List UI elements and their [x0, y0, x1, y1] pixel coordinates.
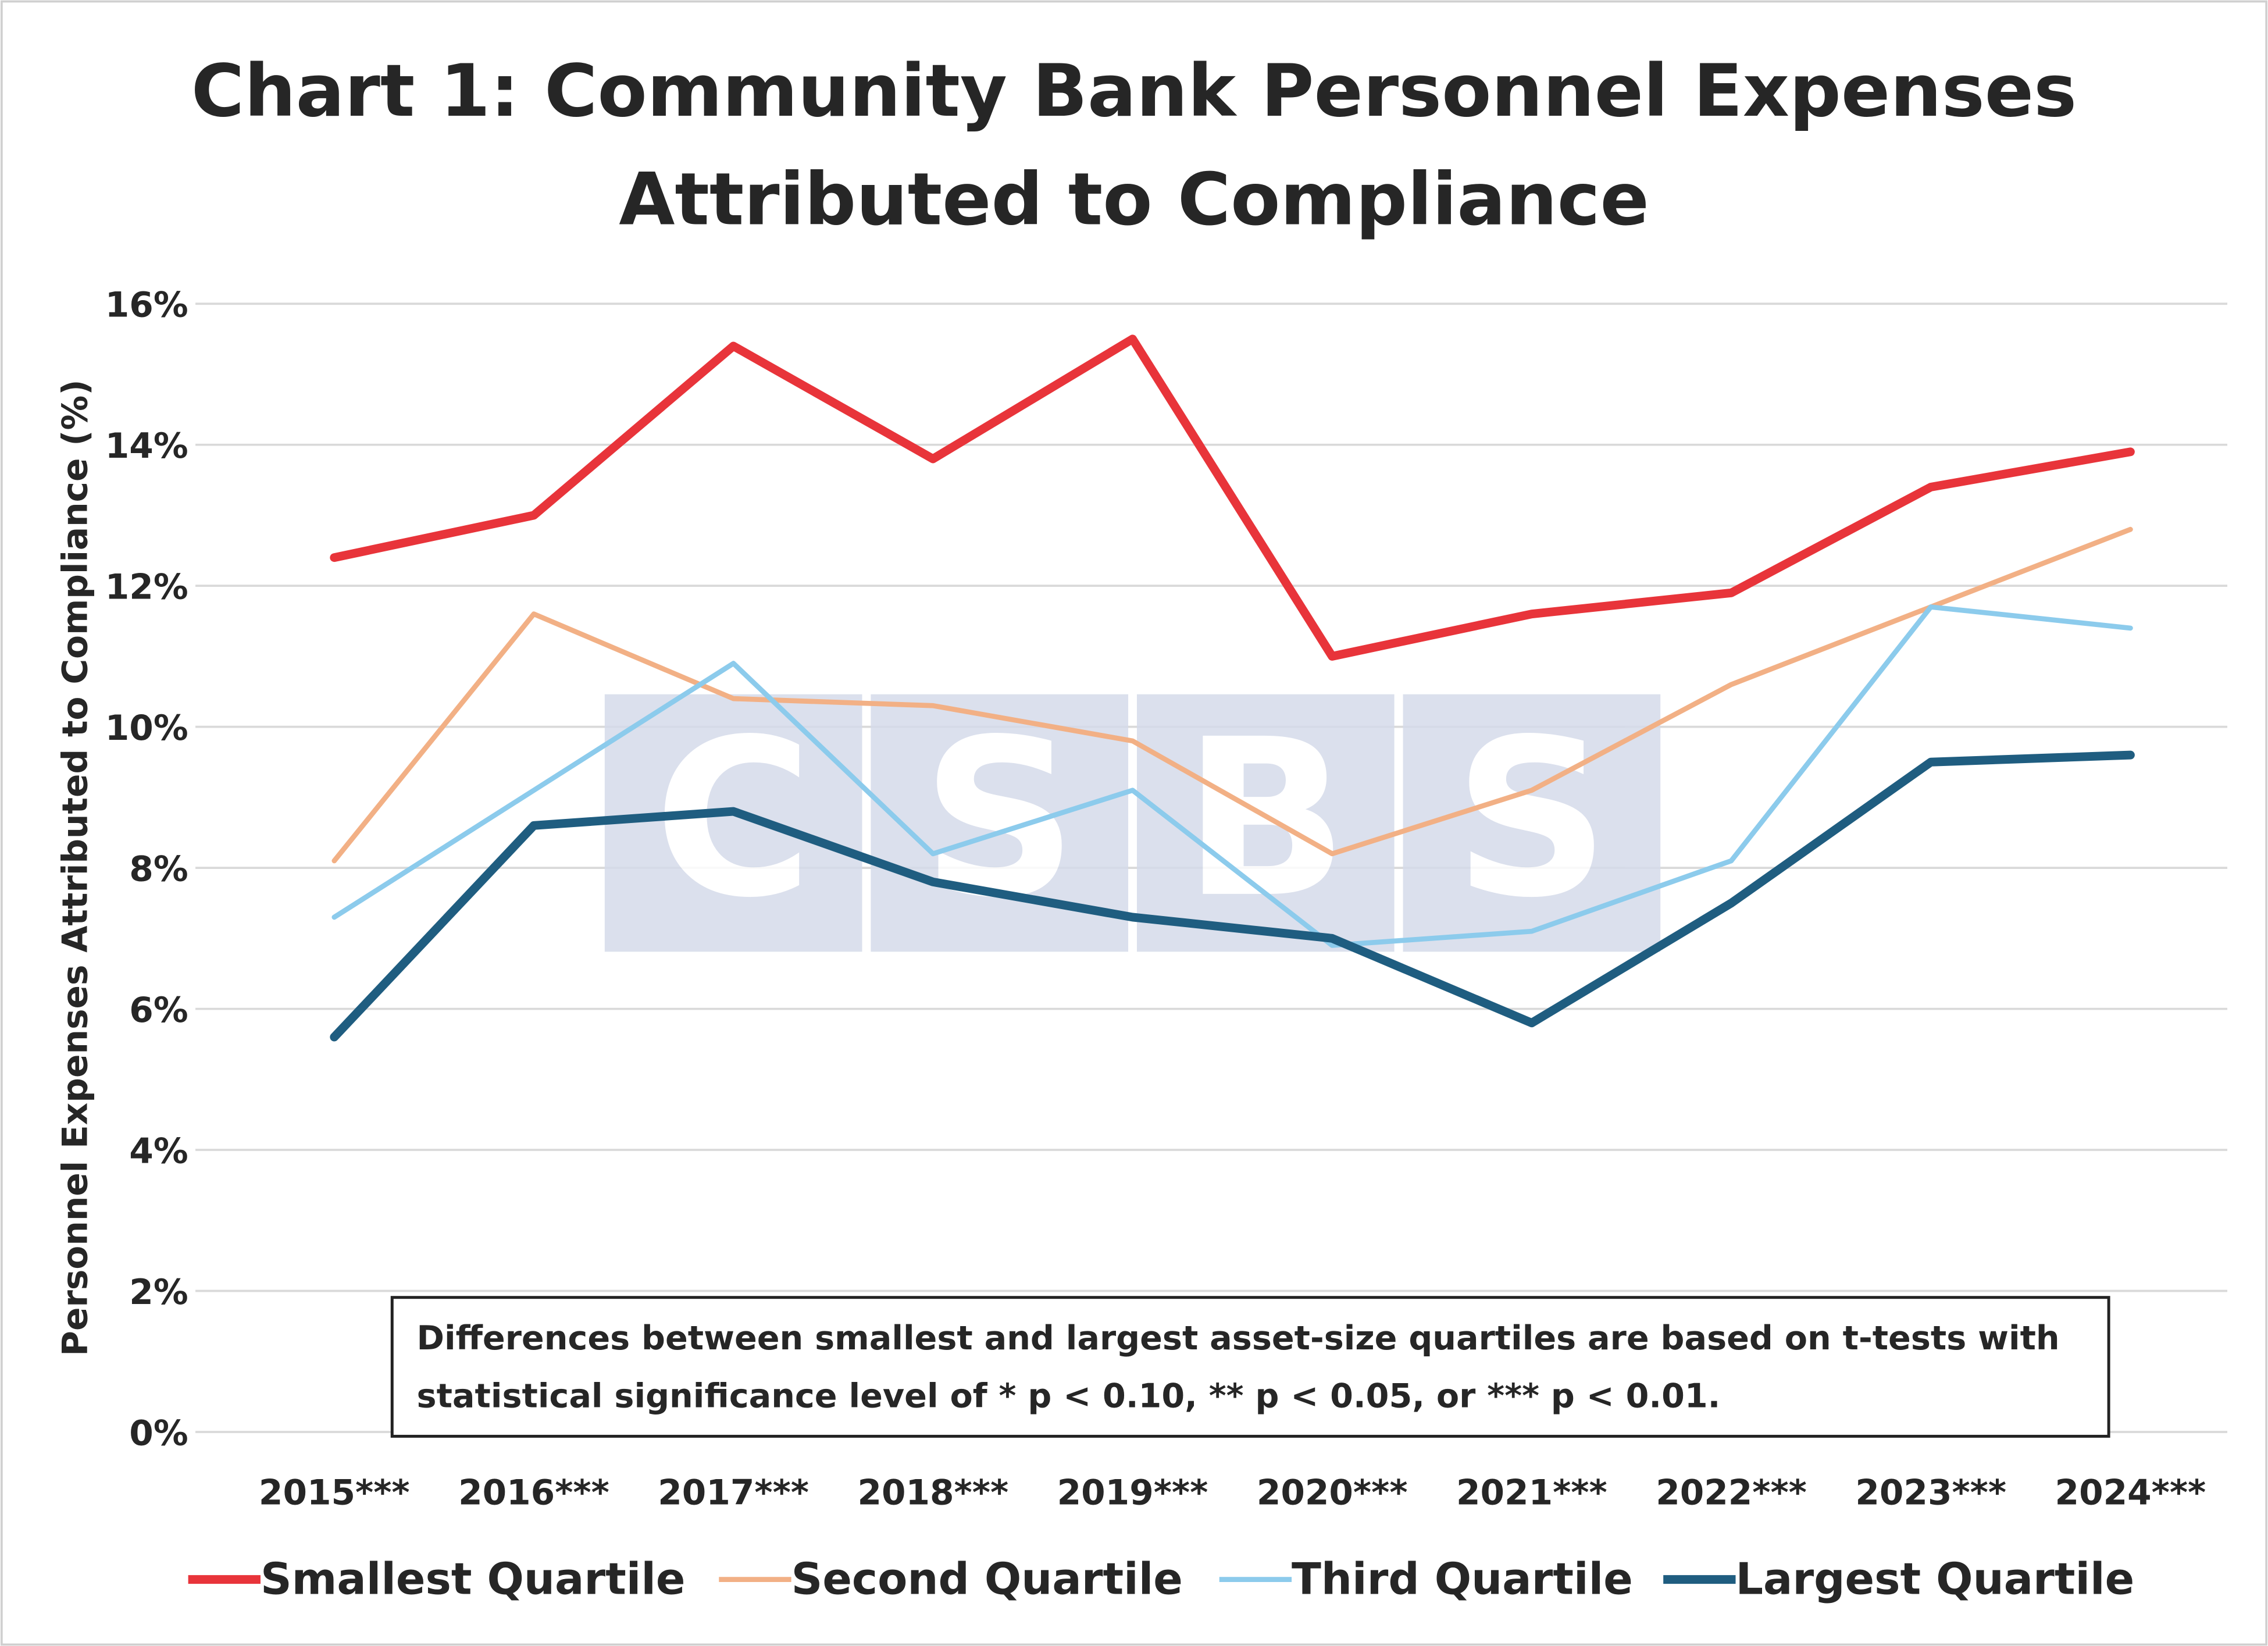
series-line — [331, 604, 2133, 948]
y-tick-label: 2% — [129, 1273, 188, 1313]
annotation-line1: Differences between smallest and largest… — [417, 1319, 2060, 1358]
y-tick-label: 16% — [105, 286, 188, 326]
legend-item: Smallest Quartile — [188, 1554, 686, 1604]
legend-label: Largest Quartile — [1736, 1554, 2135, 1604]
series-smallest-quartile — [330, 334, 2135, 661]
series-lines — [330, 334, 2135, 1042]
y-tick-label: 8% — [129, 849, 188, 889]
y-tick-labels: 0% 2% 4% 6% 8% 10% 12% 14% 16% — [105, 286, 188, 1454]
legend-item: Third Quartile — [1219, 1554, 1633, 1604]
y-tick-label: 0% — [129, 1413, 188, 1453]
series-line — [330, 750, 2135, 1042]
legend-label: Second Quartile — [791, 1554, 1183, 1604]
annotation-line2: statistical significance level of * p < … — [417, 1377, 1721, 1416]
y-tick-label: 14% — [105, 426, 188, 466]
y-axis-label: Personnel Expenses Attributed to Complia… — [56, 379, 96, 1356]
y-tick-label: 12% — [105, 568, 188, 608]
series-third-quartile — [331, 604, 2133, 948]
series-largest-quartile — [330, 750, 2135, 1042]
legend: Smallest Quartile Second Quartile Third Qu… — [188, 1554, 2134, 1604]
y-tick-label: 10% — [105, 708, 188, 749]
y-tick-label: 6% — [129, 991, 188, 1031]
x-tick-label: 2018*** — [857, 1473, 1008, 1513]
y-tick-label: 4% — [129, 1131, 188, 1171]
legend-label: Third Quartile — [1292, 1554, 1633, 1604]
x-tick-label: 2019*** — [1057, 1473, 1208, 1513]
legend-label: Smallest Quartile — [261, 1554, 686, 1604]
csbs-watermark: C S B S — [604, 693, 1661, 952]
chart-title-line2: Attributed to Compliance — [619, 158, 1649, 241]
x-tick-label: 2022*** — [1656, 1473, 1807, 1513]
chart-title-line1: Chart 1: Community Bank Personnel Expens… — [191, 49, 2077, 133]
series-second-quartile — [331, 526, 2133, 864]
x-tick-label: 2016*** — [458, 1473, 609, 1513]
legend-item: Second Quartile — [719, 1554, 1183, 1604]
x-tick-labels: 2015*** 2016*** 2017*** 2018*** 2019*** 2020*… — [259, 1473, 2206, 1513]
x-tick-label: 2024*** — [2055, 1473, 2206, 1513]
annotation-box: Differences between smallest and largest… — [390, 1296, 2110, 1438]
series-line — [331, 526, 2133, 864]
x-tick-label: 2017*** — [658, 1473, 809, 1513]
svg-text:S: S — [1454, 693, 1610, 945]
x-tick-label: 2015*** — [259, 1473, 410, 1513]
x-tick-label: 2020*** — [1257, 1473, 1408, 1513]
series-line — [330, 334, 2135, 661]
legend-item: Largest Quartile — [1663, 1554, 2134, 1604]
x-tick-label: 2023*** — [1855, 1473, 2006, 1513]
x-tick-label: 2021*** — [1456, 1473, 1607, 1513]
